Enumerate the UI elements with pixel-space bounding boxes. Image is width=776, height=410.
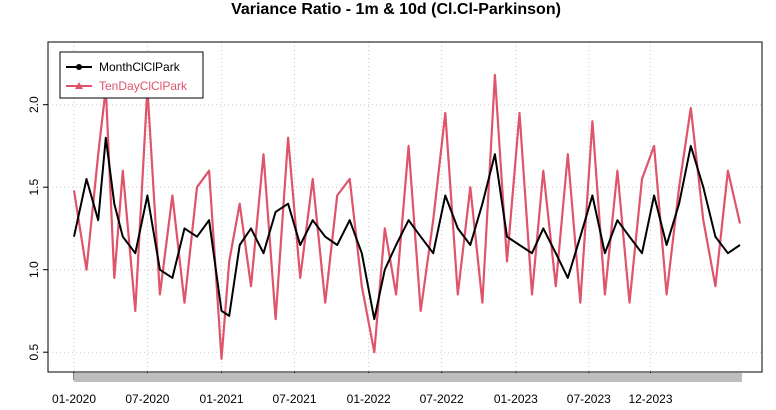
series-line-month [73, 136, 741, 321]
legend: MonthClClPark TenDayClClPark [59, 51, 204, 99]
x-tick-label: 12-2023 [628, 392, 672, 406]
y-tick-label: 2.0 [27, 96, 41, 113]
x-axis-band [74, 373, 742, 382]
x-tick-label: 01-2023 [494, 392, 538, 406]
legend-marker-point-month [76, 64, 82, 70]
series-line-tenday [72, 73, 742, 360]
y-tick-label: 1.0 [27, 261, 41, 278]
x-tick-label: 07-2023 [567, 392, 611, 406]
legend-marker-point-tenday [75, 82, 83, 89]
chart-title: Variance Ratio - 1m & 10d (Cl.Cl-Parkins… [231, 1, 561, 18]
axis-layer: 0.5 1.0 1.5 2.0 01-2020 07-2020 01-2021 07-2021… [27, 96, 742, 406]
x-tick-label: 01-2020 [52, 392, 96, 406]
x-tick-label: 07-2021 [272, 392, 316, 406]
legend-label-tenday: TenDayClClPark [99, 79, 188, 93]
x-tick-label: 07-2022 [420, 392, 464, 406]
x-tick-label: 01-2021 [200, 392, 244, 406]
y-tick-label: 0.5 [27, 344, 41, 361]
y-tick-label: 1.5 [27, 179, 41, 196]
series-layer [72, 73, 742, 360]
plot-frame [47, 41, 763, 373]
legend-label-month: MonthClClPark [99, 60, 181, 74]
x-tick-label: 01-2022 [347, 392, 391, 406]
legend-box [59, 51, 204, 99]
x-tick-label: 07-2020 [125, 392, 169, 406]
